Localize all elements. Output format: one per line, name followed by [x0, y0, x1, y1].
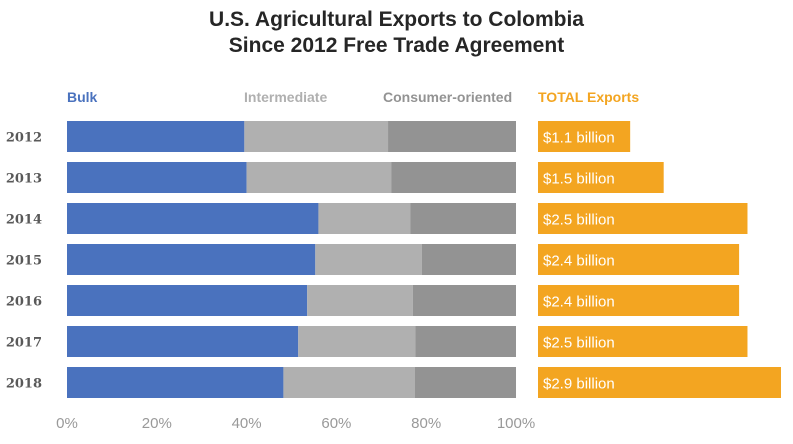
total-bar-2015 [538, 244, 740, 275]
bar-segment-consumer-oriented-2016 [412, 285, 516, 316]
bar-segment-bulk-2013 [67, 162, 247, 193]
year-label-2013: 2013 [6, 172, 42, 187]
bar-segment-intermediate-2012 [244, 121, 389, 152]
x-tick-0pct: 0% [56, 415, 78, 432]
total-label-2018: $2.9 billion [543, 376, 615, 393]
total-label-2013: $1.5 billion [543, 171, 615, 188]
total-bar-2014 [538, 203, 748, 234]
bar-segment-bulk-2014 [67, 203, 319, 234]
bar-segment-consumer-oriented-2013 [391, 162, 516, 193]
bar-segment-intermediate-2015 [315, 244, 422, 275]
x-tick-40pct: 40% [232, 415, 262, 432]
year-label-2014: 2014 [6, 213, 42, 228]
total-label-2015: $2.4 billion [543, 253, 615, 270]
legend-total-exports: TOTAL Exports [538, 89, 640, 105]
bar-segment-bulk-2012 [67, 121, 245, 152]
total-bar-2013 [538, 162, 664, 193]
bar-segment-consumer-oriented-2018 [414, 367, 517, 398]
total-bar-2017 [538, 326, 748, 357]
x-tick-100pct: 100% [497, 415, 535, 432]
bar-segment-bulk-2015 [67, 244, 316, 275]
total-bar-2018 [538, 367, 781, 398]
bar-segment-intermediate-2016 [307, 285, 413, 316]
total-bar-2016 [538, 285, 740, 316]
legend-intermediate: Intermediate [244, 89, 328, 105]
bar-segment-bulk-2016 [67, 285, 308, 316]
total-label-2012: $1.1 billion [543, 130, 615, 147]
bar-segment-intermediate-2014 [318, 203, 411, 234]
year-label-2015: 2015 [6, 254, 42, 269]
bar-segment-intermediate-2018 [283, 367, 415, 398]
bar-segment-intermediate-2017 [298, 326, 416, 357]
total-label-2017: $2.5 billion [543, 335, 615, 352]
total-bar-2012 [538, 121, 631, 152]
total-label-2014: $2.5 billion [543, 212, 615, 229]
bar-segment-consumer-oriented-2012 [388, 121, 516, 152]
bar-segment-consumer-oriented-2014 [410, 203, 517, 234]
x-tick-20pct: 20% [142, 415, 172, 432]
year-label-2018: 2018 [6, 377, 42, 392]
year-label-2012: 2012 [6, 131, 42, 146]
bar-segment-bulk-2018 [67, 367, 284, 398]
bar-segment-intermediate-2013 [246, 162, 392, 193]
legend-bulk: Bulk [67, 89, 98, 105]
year-label-2016: 2016 [6, 295, 42, 310]
x-tick-60pct: 60% [321, 415, 351, 432]
chart-title-line-1: U.S. Agricultural Exports to Colombia [209, 8, 584, 31]
x-tick-80pct: 80% [411, 415, 441, 432]
year-label-2017: 2017 [6, 336, 42, 351]
bar-segment-consumer-oriented-2015 [421, 244, 516, 275]
total-label-2016: $2.4 billion [543, 294, 615, 311]
bar-segment-bulk-2017 [67, 326, 299, 357]
bar-segment-consumer-oriented-2017 [415, 326, 516, 357]
legend-consumer-oriented: Consumer-oriented [383, 89, 513, 105]
chart-title-line-2: Since 2012 Free Trade Agreement [228, 34, 565, 57]
